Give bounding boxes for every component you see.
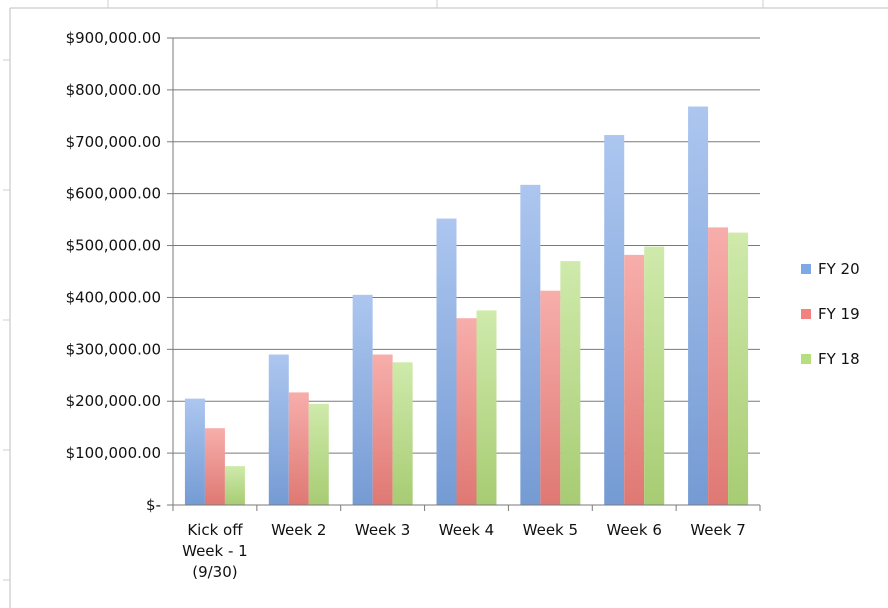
y-tick-label: $800,000.00: [66, 81, 161, 99]
bars: [184, 106, 749, 506]
y-tick-label: $600,000.00: [66, 185, 161, 203]
bar-fy-19: [372, 354, 393, 505]
x-tick-label: Week 4: [439, 521, 494, 539]
y-axis-tick-labels: $900,000.00 $800,000.00 $700,000.00 $600,00…: [66, 29, 161, 514]
y-tick-label: $300,000.00: [66, 340, 161, 358]
bar-fy-18: [476, 310, 497, 505]
bar-fy-19: [288, 392, 309, 505]
y-tick-label: $500,000.00: [66, 237, 161, 255]
x-tick-label: Week 5: [523, 521, 578, 539]
bar-fy-18: [728, 232, 749, 506]
y-tick-label: $200,000.00: [66, 392, 161, 410]
bar-fy-20: [688, 106, 709, 505]
bar-fy-19: [540, 290, 561, 505]
x-tick-label: Week 2: [271, 521, 326, 539]
axes: [167, 37, 761, 511]
bar-fy-20: [184, 398, 205, 505]
x-tick-label: Week 7: [690, 521, 745, 539]
bar-fy-18: [392, 362, 413, 505]
y-tick-label: $100,000.00: [66, 444, 161, 462]
bar-fy-20: [604, 135, 625, 505]
x-tick-label: Week 6: [607, 521, 662, 539]
bar-fy-20: [520, 184, 541, 505]
legend-label: FY 19: [818, 305, 860, 323]
legend-label: FY 18: [818, 350, 860, 368]
x-axis-tick-labels: Kick off Week - 1 (9/30) Week 2 Week 3 Week 4…: [182, 521, 746, 581]
bar-fy-19: [204, 428, 225, 505]
bar-fy-19: [624, 254, 645, 505]
bar-fy-20: [352, 294, 373, 505]
bar-fy-18: [224, 466, 245, 505]
legend-label: FY 20: [818, 260, 860, 278]
bar-fy-19: [456, 318, 477, 505]
x-tick-label: Kick off Week - 1 (9/30): [182, 521, 248, 581]
legend-swatch: [801, 309, 811, 319]
bar-fy-18: [560, 261, 581, 505]
legend: FY 20 FY 19 FY 18: [801, 260, 860, 368]
bar-fy-20: [436, 218, 457, 505]
bar-fy-18: [644, 246, 665, 506]
y-tick-label: $700,000.00: [66, 133, 161, 151]
legend-swatch: [801, 354, 811, 364]
bar-fy-19: [708, 227, 729, 505]
legend-swatch: [801, 264, 811, 274]
bar-fy-18: [308, 403, 329, 505]
y-tick-label: $900,000.00: [66, 29, 161, 47]
bar-fy-20: [268, 354, 289, 505]
y-tick-label: $-: [146, 496, 161, 514]
y-tick-label: $400,000.00: [66, 288, 161, 306]
x-tick-label: Week 3: [355, 521, 410, 539]
